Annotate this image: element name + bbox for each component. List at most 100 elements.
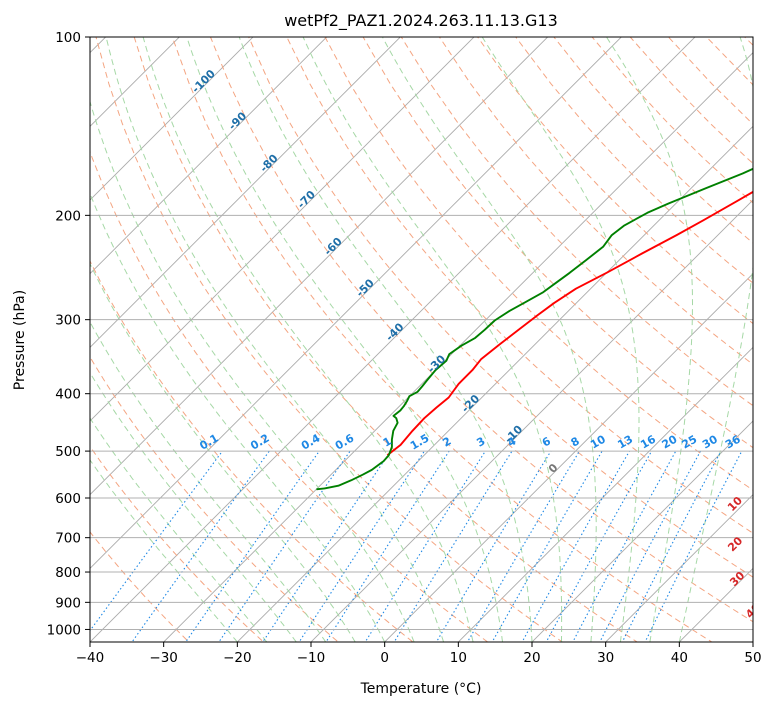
x-tick-label: −20 [223,650,252,666]
y-tick-label: 700 [55,531,81,547]
dry-adiabat-line [324,37,753,491]
mixing-ratio-label: 0.6 [333,431,357,452]
mixing-ratio-line [644,450,743,642]
x-axis-ticks: −40 −30 −20 −10 0 10 20 30 40 50 [76,642,762,666]
dry-adiabat-line [286,37,753,534]
mixing-ratio-label: 6 [540,434,553,449]
mixing-ratio-line [466,450,580,642]
isotherm-line [90,37,696,642]
mixing-ratio-line [90,450,223,632]
x-tick-label: 20 [523,650,540,666]
mixing-ratio-line [435,450,552,642]
dry-adiabat-line [515,37,753,284]
mixing-ratio-label: 16 [638,432,658,451]
isotherm-label: -40 [383,320,406,343]
x-tick-label: 50 [744,650,761,666]
isotherm-line [90,37,549,496]
x-tick-label: 40 [671,650,688,666]
x-tick-label: 30 [597,650,614,666]
pressure-gridlines [90,37,753,630]
moist-adiabat-line [90,371,297,642]
mixing-ratio-label: 1.5 [408,432,431,453]
temperature-profile-line [386,190,753,456]
isotherm-line [90,37,401,348]
moist-adiabat-line [90,417,268,642]
dry-adiabat-label: 10 [725,494,745,514]
y-tick-label: 100 [55,30,81,46]
dry-adiabat-line [477,37,753,325]
isotherm-line [163,52,753,642]
mixing-ratio-line [325,450,450,642]
dry-adiabat-line [210,37,753,623]
isotherm-line [90,37,328,275]
mixing-ratio-label: 0.1 [197,432,220,453]
dewpoint-profile-line [316,167,753,491]
mixing-ratio-line [545,450,653,642]
isotherm-label: -30 [425,352,448,375]
isotherm-line [90,37,254,201]
isotherm-label: -100 [189,67,218,96]
mixing-ratio-label: 25 [679,433,699,452]
isotherm-line [605,494,753,642]
moist-adiabat-line [90,459,238,642]
dry-adiabat-line [553,37,753,244]
isotherm-line [457,346,753,642]
dry-adiabat-line [90,356,340,642]
moist-adiabat-line [90,262,356,642]
isotherm-line [531,420,753,642]
x-tick-label: 0 [380,650,389,666]
x-axis-label: Temperature (°C) [360,681,482,697]
dry-adiabat-line [668,37,753,125]
chart-title: wetPf2_PAZ1.2024.263.11.13.G13 [284,11,558,31]
isotherm-label: -60 [322,235,345,258]
moist-adiabat-line [481,37,640,642]
isotherm-line [384,273,753,642]
isotherm-label: -10 [502,422,525,445]
isotherm-label: -70 [295,188,318,211]
isotherm-line [236,125,753,642]
moist-adiabat-line [678,37,753,642]
mixing-ratio-label: 0.2 [248,432,271,453]
isotherm-line [310,199,753,642]
dry-adiabat-label: 40 [743,601,763,621]
y-tick-label: 800 [55,565,81,581]
x-tick-label: −40 [76,650,105,666]
mixing-ratio-label: 3 [474,435,487,450]
isotherm-label: -20 [459,392,482,415]
moist-adiabat-line [90,321,327,642]
moist-adiabat-line [186,37,503,642]
y-tick-label: 1000 [47,622,81,638]
dry-adiabat-line [362,37,753,449]
x-tick-label: 10 [450,650,467,666]
y-axis-ticks: 1000 900 800 700 600 500 400 300 200 100 [47,30,90,638]
isotherm-line [678,567,753,642]
plot-frame [89,36,754,643]
moist-adiabat-line [238,37,533,642]
y-tick-label: 500 [55,444,81,460]
isotherm-label: -80 [257,152,280,175]
plot-area: 0.1 0.2 0.4 0.6 1 1.5 2 3 4 6 8 10 13 16 20 25 30 36-100-… [90,37,763,642]
series-group [316,167,753,491]
isotherm-line [90,37,180,127]
y-axis-label: Pressure (hPa) [12,290,28,390]
isotherm-line [752,641,753,642]
mixing-ratio-label: 13 [615,433,635,452]
dry-adiabat-line [438,37,753,366]
isotherm-line [90,37,622,569]
x-tick-label: −10 [297,650,326,666]
dry-adiabat-line [90,259,414,642]
y-tick-label: 200 [55,208,81,224]
isotherm-label: -50 [354,276,377,299]
moist-adiabat-line [381,37,597,642]
dry-adiabat-line [400,37,753,407]
isotherm-line [90,37,475,422]
mixing-ratio-line [621,450,722,642]
y-tick-label: 400 [55,387,81,403]
y-tick-label: 300 [55,313,81,329]
y-tick-label: 900 [55,595,81,611]
moist-adiabat-line [302,37,563,642]
dry-adiabat-line [133,37,638,642]
dry-adiabat-line [591,37,753,204]
dry-adiabat-line [171,37,713,642]
mixing-ratio-label: 20 [660,432,680,451]
